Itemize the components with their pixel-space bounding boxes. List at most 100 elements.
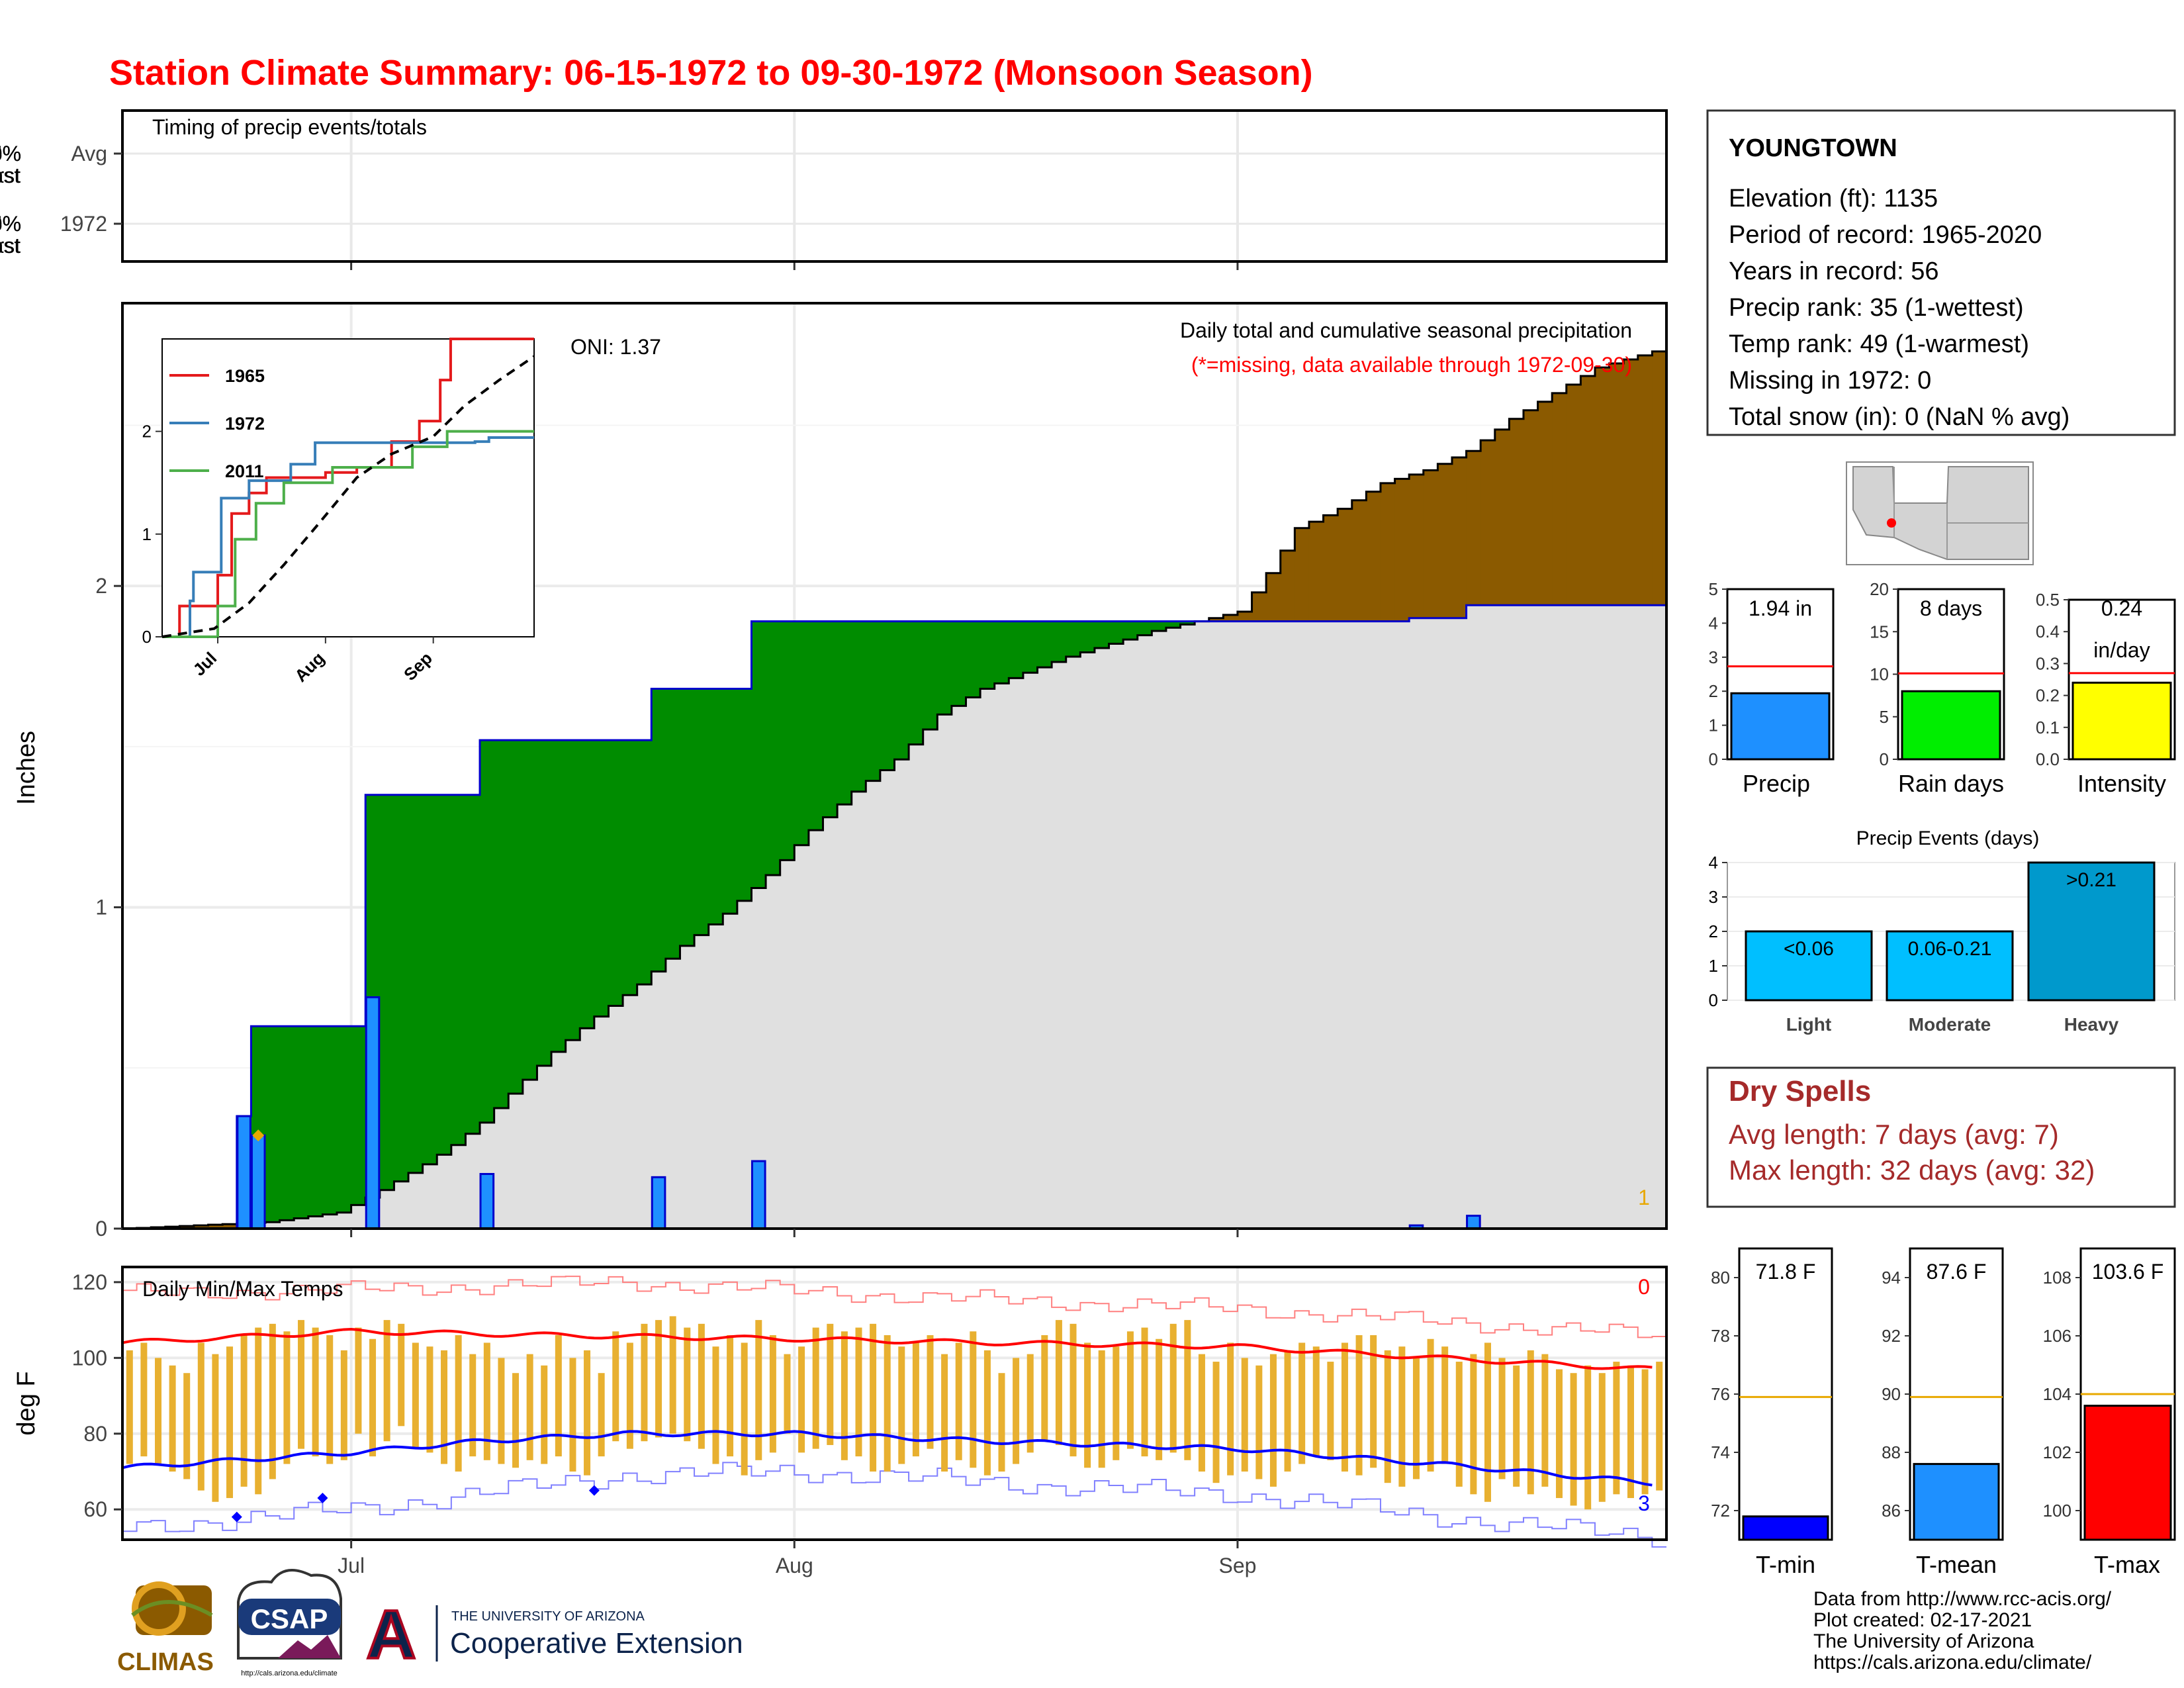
precip-deficit-area bbox=[1237, 612, 1253, 622]
precip-surplus-area bbox=[808, 621, 824, 831]
daily-temp-bar bbox=[326, 1335, 334, 1464]
daily-temp-bar bbox=[1055, 1320, 1062, 1445]
precip-deficit-area bbox=[1437, 463, 1453, 618]
summary-intensity-tick-label: 0.5 bbox=[2036, 590, 2060, 610]
daily-temp-bar bbox=[512, 1373, 520, 1468]
precip-deficit-area bbox=[1338, 508, 1353, 622]
precip-deficit-area bbox=[194, 1225, 209, 1229]
daily-temp-bar bbox=[1656, 1362, 1663, 1491]
precip-y-tick-label: 0 bbox=[95, 1217, 107, 1241]
precip-note: (*=missing, data available through 1972-… bbox=[1191, 353, 1632, 377]
precip-deficit-area bbox=[1594, 367, 1610, 606]
daily-temp-bar bbox=[426, 1346, 433, 1453]
precip-deficit-area bbox=[1366, 491, 1381, 622]
daily-temp-bar bbox=[526, 1354, 533, 1460]
temp-summary-tmin-value: 71.8 F bbox=[1756, 1260, 1816, 1284]
daily-temp-bar bbox=[483, 1342, 490, 1460]
summary-precip-tick-label: 1 bbox=[1709, 716, 1718, 735]
precip-surplus-area bbox=[394, 794, 409, 1182]
temp-y-tick-label: 80 bbox=[83, 1422, 107, 1446]
daily-temp-bar bbox=[1312, 1346, 1320, 1457]
daily-temp-bar bbox=[798, 1346, 805, 1453]
temp-summary-tmax-tick-label: 102 bbox=[2043, 1442, 2071, 1462]
precip-surplus-area bbox=[851, 621, 866, 792]
summary-intensity-tick-label: 0.4 bbox=[2036, 622, 2060, 641]
events-bar-light bbox=[1745, 930, 1873, 1002]
precip-surplus-area bbox=[980, 621, 995, 689]
precip-deficit-area bbox=[1552, 393, 1567, 606]
temp-y-tick-label: 120 bbox=[72, 1270, 107, 1294]
temp-summary-tmean-tick-label: 88 bbox=[1882, 1442, 1901, 1462]
events-tick-label: 3 bbox=[1709, 887, 1718, 907]
daily-temp-bar bbox=[469, 1354, 477, 1457]
daily-precip-bar bbox=[1466, 1215, 1481, 1230]
temp-summary-tmin-label: T-min bbox=[1756, 1551, 1815, 1578]
precip-surplus-area bbox=[265, 1026, 281, 1223]
daily-temp-bar bbox=[1441, 1346, 1449, 1464]
precip-deficit-area bbox=[1466, 451, 1481, 606]
precip-deficit-area bbox=[1451, 457, 1467, 618]
daily-temp-bar bbox=[727, 1335, 734, 1457]
summary-bars: 0 1 2 3 4 5 1.94 in Precip 0 5 10 15 20 8 days Rain da… bbox=[1709, 579, 2176, 797]
precip-surplus-area bbox=[1080, 621, 1095, 653]
daily-temp-bar bbox=[684, 1327, 691, 1442]
precip-surplus-area bbox=[1066, 621, 1081, 657]
daily-temp-bar bbox=[841, 1331, 848, 1460]
temp-y-label: deg F bbox=[13, 1371, 40, 1435]
daily-temp-bar bbox=[1198, 1354, 1205, 1472]
precip-surplus-area bbox=[551, 740, 567, 1053]
temp-summary-tmin-frame bbox=[1738, 1247, 1833, 1541]
temp-summary-tmean-tick-label: 92 bbox=[1882, 1326, 1901, 1346]
precip-surplus-area bbox=[723, 688, 738, 914]
precip-surplus-area bbox=[279, 1026, 295, 1221]
daily-temp-bar bbox=[1084, 1342, 1091, 1468]
precip-surplus-area bbox=[508, 740, 523, 1094]
page-title: Station Climate Summary: 06-15-1972 to 0… bbox=[109, 53, 1313, 93]
summary-rain-days-tick-label: 10 bbox=[1870, 665, 1889, 684]
precip-surplus-area bbox=[1152, 621, 1167, 632]
daily-temp-bar bbox=[941, 1354, 948, 1472]
precip-surplus-area bbox=[480, 740, 495, 1123]
daily-temp-bar bbox=[884, 1335, 891, 1472]
dry-spells-max: Max length: 32 days (avg: 32) bbox=[1729, 1154, 2095, 1186]
timing-row-avg: Avg bbox=[71, 142, 107, 165]
temp-x-tick-label: Jul bbox=[338, 1554, 365, 1577]
summary-rain-days-label: Rain days bbox=[1898, 770, 2004, 797]
precip-surplus-area bbox=[909, 621, 924, 745]
events-tick-label: 0 bbox=[1709, 990, 1718, 1010]
daily-temp-bar bbox=[955, 1342, 962, 1460]
summary-precip-label: Precip bbox=[1743, 770, 1810, 797]
daily-temp-bar bbox=[1627, 1365, 1634, 1499]
precip-deficit-area bbox=[1523, 410, 1539, 606]
events-bar-text-light: <0.06 bbox=[1784, 938, 1834, 960]
precip-surplus-area bbox=[322, 1026, 338, 1215]
daily-temp-bar bbox=[1541, 1354, 1549, 1487]
precip-deficit-area bbox=[1509, 418, 1524, 606]
precip-1972-cumulative-line bbox=[122, 604, 1666, 1230]
precip-surplus-area bbox=[1180, 621, 1195, 625]
summary-intensity-tick-label: 0.2 bbox=[2036, 686, 2060, 706]
precip-surplus-area bbox=[651, 688, 666, 972]
daily-temp-bar bbox=[1412, 1358, 1420, 1479]
inset-legend-label-2011: 2011 bbox=[225, 461, 264, 481]
precip-surplus-area bbox=[351, 1026, 366, 1205]
timing-label-50-avg: 50% bbox=[0, 142, 21, 165]
record-high-line bbox=[122, 1276, 1666, 1338]
temp-summary-tmin-tick-label: 76 bbox=[1711, 1384, 1730, 1404]
daily-temp-bar bbox=[212, 1354, 219, 1502]
temp-summary-tmax-tick-label: 104 bbox=[2043, 1384, 2071, 1404]
station-line-4: Temp rank: 49 (1-warmest) bbox=[1729, 330, 2029, 358]
daily-temp-bar bbox=[541, 1365, 548, 1464]
daily-temp-bar bbox=[827, 1323, 834, 1445]
inset-legend-label-1972: 1972 bbox=[225, 414, 265, 434]
precip-deficit-area bbox=[1480, 440, 1496, 606]
summary-precip-tick-label: 2 bbox=[1709, 681, 1718, 701]
daily-temp-bar bbox=[898, 1346, 905, 1464]
oni-label: ONI: 1.37 bbox=[570, 335, 661, 359]
daily-temp-bar bbox=[412, 1342, 419, 1449]
precip-surplus-area bbox=[737, 688, 752, 901]
inset-y-tick-label: 0 bbox=[142, 627, 152, 647]
precip-surplus-area bbox=[337, 1026, 352, 1213]
daily-temp-bar bbox=[855, 1327, 862, 1457]
daily-temp-bar bbox=[1341, 1342, 1348, 1472]
